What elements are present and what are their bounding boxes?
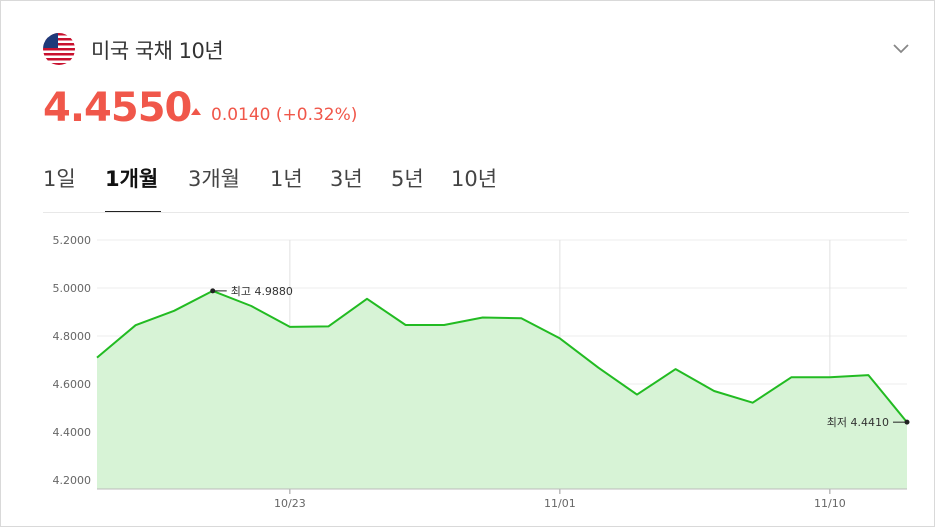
tab-3y[interactable]: 3년 (330, 167, 363, 191)
y-tick-label: 4.2000 (53, 474, 92, 487)
bond-title: 미국 국채 10년 (91, 39, 224, 63)
us-flag-icon (43, 33, 75, 65)
tab-10y[interactable]: 10년 (451, 167, 498, 191)
price-change: 0.0140 (+0.32%) (211, 105, 358, 125)
current-price: 4.4550 (43, 85, 192, 131)
chart-area-fill (97, 290, 907, 489)
tab-3m[interactable]: 3개월 (188, 167, 241, 191)
low-point-marker (904, 419, 910, 425)
tab-5y[interactable]: 5년 (391, 167, 424, 191)
y-tick-label: 4.6000 (53, 378, 92, 391)
x-tick-label: 11/01 (544, 497, 576, 510)
divider (43, 212, 909, 213)
tab-1d[interactable]: 1일 (43, 167, 76, 191)
tab-1m[interactable]: 1개월 (105, 167, 159, 191)
low-annotation: 최저 4.4410 (827, 416, 889, 429)
y-tick-label: 4.8000 (53, 330, 92, 343)
y-tick-label: 4.4000 (53, 426, 92, 439)
y-tick-label: 5.0000 (53, 282, 92, 295)
high-annotation: 최고 4.9880 (231, 285, 293, 298)
x-tick-label: 10/23 (274, 497, 306, 510)
chevron-down-icon[interactable] (891, 39, 911, 59)
chart-line (96, 289, 908, 423)
tab-1y[interactable]: 1년 (270, 167, 303, 191)
y-tick-label: 5.2000 (53, 234, 92, 247)
up-arrow-icon (191, 108, 201, 115)
high-point-marker (210, 288, 216, 294)
x-tick-label: 11/10 (814, 497, 846, 510)
